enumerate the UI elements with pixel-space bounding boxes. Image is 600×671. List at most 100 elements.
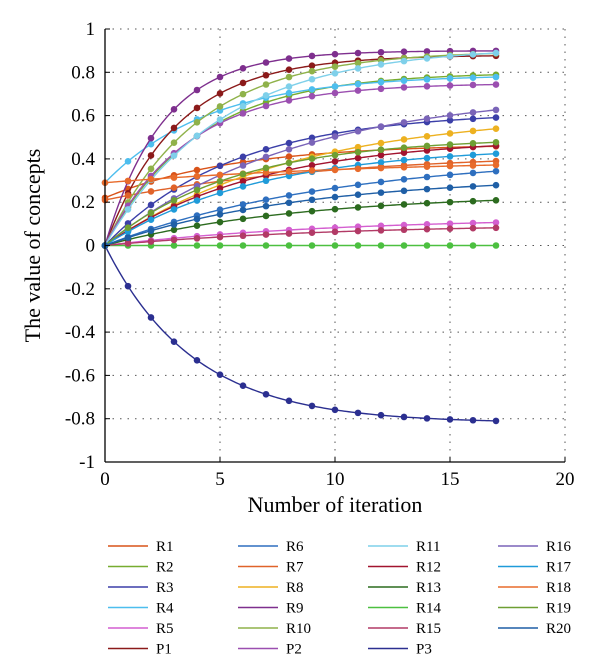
data-point-R13 [216,218,224,226]
data-point-P3 [469,416,477,424]
data-point-R13 [331,205,339,213]
legend-item-R6: R6 [238,539,304,555]
data-point-R1 [193,166,201,174]
data-point-R9 [193,86,201,94]
data-point-R17 [262,177,270,185]
data-point-R10 [193,119,201,126]
data-point-R5 [377,222,385,230]
x-tick-label: 15 [441,469,460,490]
data-point-R11 [354,65,362,72]
series-R19 [101,139,500,249]
data-point-R16 [400,119,408,126]
legend-label: R2 [156,560,174,576]
data-point-R13 [469,197,477,205]
data-point-R15 [400,226,408,234]
data-point-R15 [354,227,362,235]
y-tick-label: 0.8 [71,62,95,83]
data-point-R14 [262,242,270,249]
data-point-R12 [423,147,431,154]
data-point-R18 [170,174,178,181]
data-point-R18 [423,163,431,170]
data-point-R17 [147,216,155,223]
data-point-R6 [400,176,408,183]
data-point-R13 [492,196,500,204]
data-point-R18 [308,167,316,174]
legend-item-R16: R16 [498,539,572,555]
series-R18 [101,161,500,187]
series-line-P2 [104,83,497,246]
data-point-R8 [423,132,431,140]
data-point-P3 [354,409,362,417]
axes [104,28,566,463]
data-point-P3 [239,382,247,390]
data-point-R18 [492,161,500,169]
data-point-R16 [469,109,477,116]
data-point-R13 [377,202,385,210]
data-point-R12 [400,149,408,156]
data-point-R19 [377,146,385,154]
data-point-R9 [331,50,339,58]
data-point-R18 [469,162,477,169]
legend-label: P2 [286,642,302,658]
data-point-R16 [308,139,316,146]
legend-item-R15: R15 [368,621,441,637]
data-point-R14 [423,242,431,249]
data-point-R17 [492,150,500,157]
data-point-R9 [147,134,155,142]
data-point-P3 [285,397,293,405]
data-point-R20 [147,227,155,235]
data-point-R20 [354,191,362,199]
data-point-R1 [285,153,293,160]
legend-label: R12 [416,560,441,576]
data-point-P2 [400,84,408,91]
data-point-R13 [170,226,178,234]
series-line-R16 [104,109,497,247]
legend-item-R18: R18 [498,580,571,596]
data-point-R19 [262,164,270,172]
data-point-P1 [216,90,224,97]
data-point-R9 [423,48,431,55]
y-tick-label: -1 [79,452,95,473]
y-tick-label: -0.2 [65,279,95,300]
data-point-R14 [400,242,408,249]
data-point-R19 [193,186,201,194]
data-point-R10 [285,73,293,81]
data-point-R3 [469,115,477,123]
data-point-R14 [331,242,339,249]
data-point-R3 [285,139,293,147]
data-point-R10 [262,81,270,88]
data-point-P3 [216,371,224,378]
legend-item-R10: R10 [238,621,311,637]
series-R6 [101,167,500,249]
data-point-R16 [331,133,339,140]
series-R12 [101,142,500,249]
data-point-R4 [331,83,339,90]
data-point-P2 [446,82,454,89]
data-point-R20 [262,202,270,210]
legend-label: R3 [156,580,174,596]
data-point-R6 [216,206,224,214]
legend-label: P3 [416,642,432,658]
data-point-R3 [446,116,454,124]
legend-item-P3: P3 [368,642,432,658]
legend-label: R18 [546,580,571,596]
series-line-R1 [104,145,497,199]
series-line-R13 [104,199,497,247]
data-point-R20 [446,184,454,191]
data-point-R4 [308,86,316,93]
data-point-P2 [377,85,385,93]
data-point-R15 [147,238,155,245]
data-point-R9 [354,49,362,57]
data-point-P1 [193,104,201,112]
data-point-R17 [400,156,408,164]
data-point-R20 [492,181,500,189]
series-line-R12 [104,145,497,247]
data-point-P2 [308,92,316,100]
data-point-R16 [377,123,385,130]
data-point-R5 [492,219,500,226]
data-point-R4 [469,74,477,81]
series-line-R18 [104,164,497,184]
data-point-R19 [147,209,155,217]
data-point-R19 [492,139,500,146]
data-point-R7 [124,192,132,199]
